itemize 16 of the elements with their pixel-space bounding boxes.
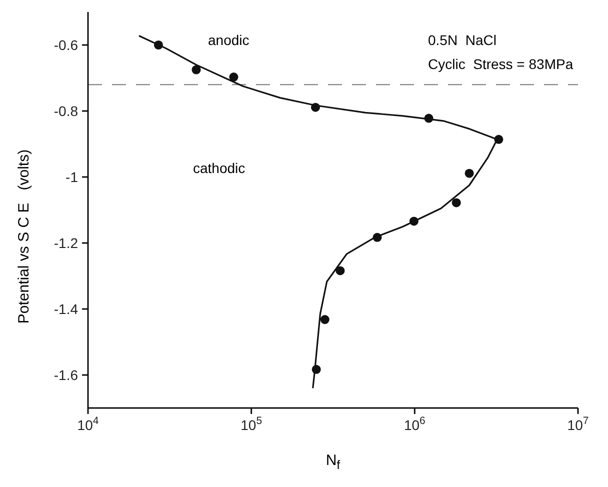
y-tick-label: -0.8 [54,103,78,119]
annotation: cathodic [193,160,246,176]
y-tick-label: -1.6 [54,367,78,383]
annotation: anodic [208,32,250,48]
x-tick-label: 10$^{4}$ [77,415,99,433]
y-axis-title: Potential vs S C E (volts) [16,148,32,326]
x-tick-label: 10$^{6}$ [404,415,426,433]
annotation: Cyclic Stress = 83MPa [428,56,574,72]
x-tick-label: 10$^{5}$ [240,415,262,433]
x-tick-label: 10$^{7}$ [567,415,589,433]
y-tick-label: -1 [66,169,78,185]
y-tick-label: -0.6 [54,37,78,53]
annotation: 0.5N NaCl [428,32,496,48]
y-tick-label: -1.4 [54,301,78,317]
y-tick-label: -1.2 [54,235,78,251]
x-axis-title: N$_{f}$ [324,452,342,472]
